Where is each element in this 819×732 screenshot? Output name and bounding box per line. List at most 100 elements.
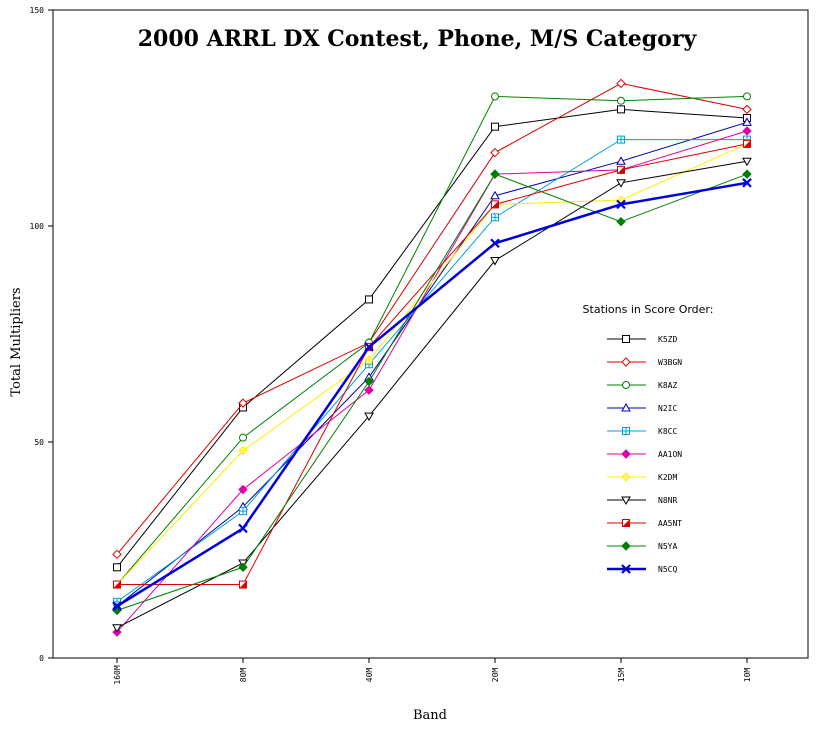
series-aa5nt [113, 139, 751, 589]
legend-item-k8cc: K8CC [607, 427, 677, 436]
data-point-k8az [491, 92, 499, 101]
x-tick-label: 40M [365, 668, 374, 683]
data-point-n5ya [742, 169, 752, 179]
series-line-k2dm [116, 143, 748, 585]
series-k8az [113, 92, 751, 589]
y-tick-label: 0 [39, 654, 44, 663]
series-line-k8az [116, 95, 748, 585]
legend-marker [621, 496, 631, 506]
series-line-k8cc [116, 139, 747, 603]
data-point-n8nr [112, 624, 122, 633]
legend-label: AA1ON [658, 450, 682, 459]
data-point-k2dm [364, 355, 374, 365]
data-point-aa1on [742, 126, 752, 136]
data-point-w3bgn [742, 104, 752, 115]
data-point-aa1on [238, 484, 248, 495]
x-tick-label: 15M [617, 668, 626, 683]
legend-item-n5cq: N5CQ [607, 564, 677, 574]
legend-item-aa1on: AA1ON [607, 449, 682, 459]
legend-item-k2dm: K2DM [607, 472, 677, 482]
data-point-n5ya [616, 216, 626, 227]
data-point-k5zd [113, 563, 121, 572]
series-n5ya [112, 169, 752, 616]
data-point-n8nr [742, 157, 752, 167]
series-line-w3bgn [116, 82, 748, 555]
legend-label: K8AZ [658, 381, 677, 390]
legend-marker [621, 402, 631, 412]
data-point-w3bgn [238, 398, 248, 408]
data-point-n5ya [364, 376, 374, 387]
data-point-w3bgn [616, 78, 626, 89]
series-line-n2ic [116, 121, 748, 607]
data-point-aa5nt [743, 139, 751, 148]
legend-title: Stations in Score Order: [583, 303, 714, 316]
data-point-n5ya [238, 562, 248, 572]
legend-label: N8NR [658, 496, 677, 505]
legend-label: N2IC [658, 404, 677, 413]
data-point-k8cc [491, 213, 499, 222]
legend-label: AA5NT [658, 519, 682, 528]
data-point-k8az [743, 92, 751, 101]
data-point-w3bgn [490, 147, 500, 158]
data-point-n2ic [490, 190, 500, 200]
series-n5cq [112, 178, 752, 611]
y-tick-label: 100 [30, 222, 45, 231]
y-tick-label: 150 [30, 6, 45, 15]
x-tick-label: 20M [491, 668, 500, 683]
series-line-n5cq [116, 181, 748, 608]
data-point-n8nr [616, 179, 626, 188]
data-point-k8az [617, 96, 625, 105]
data-point-n8nr [490, 257, 500, 266]
x-tick-label: 10M [743, 668, 752, 683]
legend-marker [621, 472, 631, 482]
y-axis-ticks: 0 50 100 150 [30, 6, 53, 663]
data-point-aa5nt [617, 165, 625, 174]
legend-marker [621, 449, 631, 459]
legend-marker [622, 519, 630, 527]
data-point-k8cc [239, 507, 247, 516]
legend-item-n5ya: N5YA [607, 541, 677, 551]
data-point-aa5nt [239, 580, 247, 589]
legend-item-n2ic: N2IC [607, 402, 677, 413]
plot-area-frame [52, 9, 809, 659]
legend-label: W3BGN [658, 358, 682, 367]
data-point-aa1on [364, 385, 374, 395]
series-group [112, 78, 752, 637]
legend-item-k5zd: K5ZD [607, 335, 677, 344]
data-point-aa5nt [113, 580, 121, 589]
series-line-n8nr [116, 160, 748, 629]
legend-marker [621, 357, 631, 367]
data-point-n2ic [742, 117, 752, 126]
legend-label: K5ZD [658, 335, 677, 344]
series-line-aa1on [116, 130, 748, 633]
series-line-n5ya [116, 173, 748, 611]
data-point-w3bgn [112, 549, 122, 560]
legend-item-aa5nt: AA5NT [607, 519, 682, 528]
data-point-k5zd [365, 295, 373, 304]
legend-item-w3bgn: W3BGN [607, 357, 682, 367]
series-aa1on [112, 126, 752, 637]
legend-label: K2DM [658, 473, 677, 482]
series-n8nr [112, 157, 752, 633]
data-point-k2dm [238, 445, 248, 456]
data-point-k8az [239, 433, 247, 442]
series-line-k5zd [116, 108, 748, 568]
data-point-n5cq [112, 601, 122, 611]
legend-label: N5CQ [658, 565, 677, 574]
data-point-n2ic [616, 156, 626, 165]
legend-marker [622, 381, 630, 389]
legend: K5ZD W3BGN K8AZ N2IC K8CC AA1ON K2DM N8NR AA5NT N… [607, 335, 682, 574]
data-point-n5ya [490, 169, 500, 179]
data-point-n5cq [490, 238, 500, 249]
y-tick-label: 50 [34, 438, 44, 447]
data-point-n5cq [742, 178, 752, 188]
series-k8cc [113, 135, 751, 606]
data-point-n5cq [238, 523, 248, 534]
chart-title: 2000 ARRL DX Contest, Phone, M/S Categor… [138, 26, 698, 52]
x-axis-ticks: 160M 80M 40M 20M 15M 10M [113, 658, 752, 685]
series-k2dm [112, 139, 752, 590]
legend-marker [622, 427, 630, 435]
legend-item-k8az: K8AZ [607, 381, 677, 390]
series-line-aa5nt [117, 143, 748, 586]
